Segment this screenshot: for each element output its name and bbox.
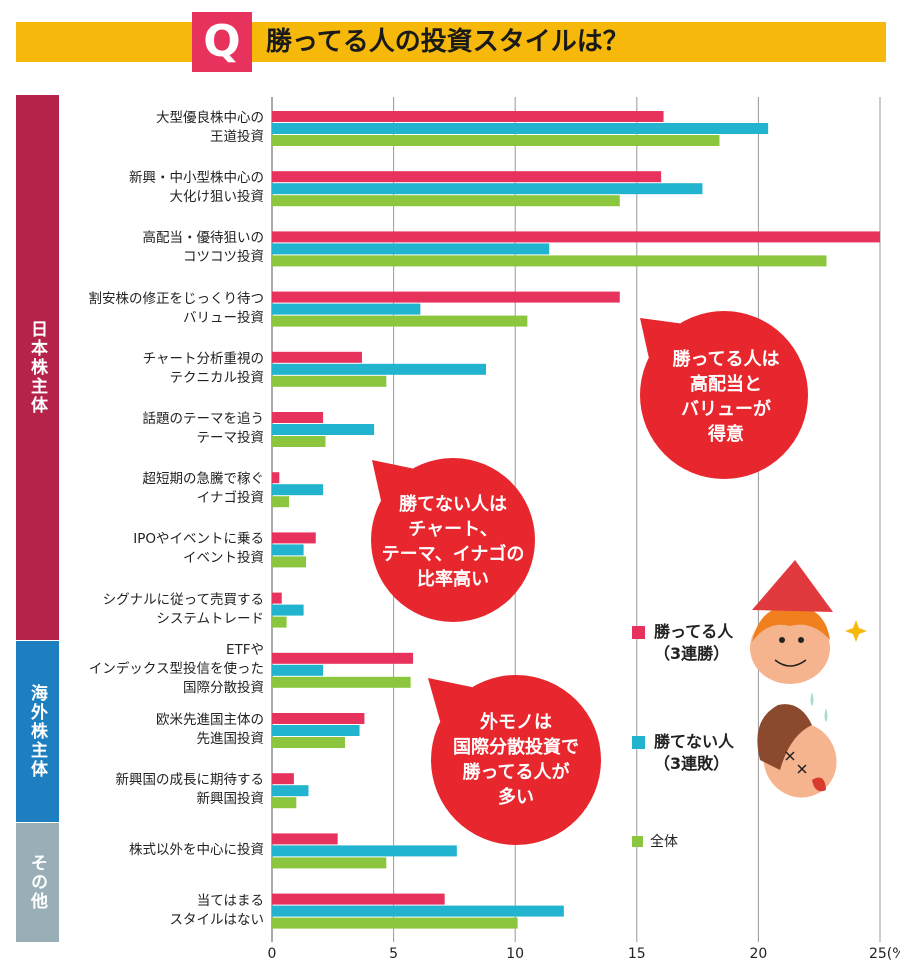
bar-losers (272, 484, 324, 496)
bubble-text-losers: 勝てない人は チャート、 テーマ、イナゴの 比率高い (381, 494, 525, 590)
speech-bubble-tail (372, 460, 413, 501)
bar-losers (272, 424, 375, 435)
bar-winners (272, 652, 414, 664)
x-tick-label: 5 (389, 946, 399, 962)
bar-losers (272, 845, 457, 857)
bar-overall (272, 917, 518, 929)
category-label: 超短期の急騰で稼ぐ イナゴ投資 (142, 471, 265, 507)
bar-overall (272, 315, 528, 327)
category-label: 株式以外を中心に投資 (129, 841, 264, 858)
speech-bubble-tail (428, 678, 473, 722)
page-title: 勝ってる人の投資スタイルは？ (266, 27, 629, 57)
x-tick-label: 10 (506, 946, 525, 962)
x-tick-label: 20 (749, 946, 768, 962)
bar-overall (272, 737, 345, 748)
bar-winners (272, 231, 880, 243)
header-bar (16, 22, 886, 62)
bar-overall (272, 496, 290, 508)
category-label: IPOやイベントに乗る イベント投資 (133, 531, 264, 567)
category-label: シグナルに従って売買する システムトレード (102, 591, 264, 627)
bar-losers (272, 123, 769, 134)
bar-overall (272, 857, 387, 869)
bar-winners (272, 893, 445, 905)
bubble-text-winners: 勝ってる人は 高配当と バリューが 得意 (672, 349, 780, 445)
bar-winners (272, 171, 662, 183)
category-label: 新興国の成長に期待する 新興国投資 (115, 772, 265, 808)
category-label: 新興・中小型株中心の 大化け狙い投資 (129, 170, 264, 206)
speech-bubble (371, 458, 535, 622)
bar-overall (272, 556, 307, 568)
bar-overall (272, 797, 297, 809)
bar-winners (272, 291, 620, 303)
q-badge: Q (192, 12, 252, 72)
bar-winners (272, 351, 362, 363)
bubble-text-foreign: 外モノは 国際分散投資で 勝ってる人が 多い (453, 712, 579, 808)
speech-bubble (640, 311, 808, 479)
bar-winners (272, 592, 282, 604)
category-label: チャート分析重視の テクニカル投資 (142, 350, 264, 386)
bar-losers (272, 544, 304, 556)
bar-losers (272, 905, 564, 917)
group-foreign: 海外株主体 (16, 641, 59, 822)
bar-losers (272, 363, 487, 375)
bar-losers (272, 303, 421, 315)
category-label: 話題のテーマを追う テーマ投資 (142, 411, 265, 446)
legend-swatch-overall (632, 836, 643, 847)
bar-losers (272, 785, 309, 797)
category-label: ETFや インデックス型投信を使った 国際分散投資 (88, 642, 264, 697)
bar-overall (272, 375, 387, 387)
speech-bubble-tail (640, 318, 681, 358)
x-tick-label: 15 (627, 946, 646, 962)
bar-overall (272, 616, 287, 628)
legend-swatch-losers (632, 736, 645, 749)
bar-losers (272, 183, 703, 195)
x-tick-label: 0 (267, 946, 277, 962)
legend-losers: 勝てない人 （3連敗） (654, 732, 735, 773)
bar-winners (272, 773, 294, 785)
bar-winners (272, 833, 338, 845)
category-label: 欧米先進国主体の 先進国投資 (156, 712, 264, 747)
bar-losers (272, 604, 304, 616)
legend-swatch-winners (632, 626, 645, 639)
bar-losers (272, 664, 324, 676)
speech-bubble (431, 675, 601, 845)
bar-winners (272, 472, 280, 484)
x-tick-label: 25(%) (868, 946, 900, 962)
group-japan: 日本株主体 (16, 95, 59, 640)
legend-winners: 勝ってる人 （3連勝） (654, 622, 734, 663)
bar-losers (272, 725, 360, 736)
bar-winners (272, 532, 316, 544)
bar-overall (272, 436, 326, 447)
bar-overall (272, 135, 720, 146)
bar-overall (272, 255, 827, 267)
category-label: 大型優良株中心の 王道投資 (156, 110, 264, 145)
legend-overall: 全体 (650, 834, 678, 850)
category-label: 当てはまる スタイルはない (169, 892, 265, 928)
bar-winners (272, 713, 365, 724)
bar-overall (272, 195, 620, 207)
bar-losers (272, 243, 550, 255)
group-other: その他 (16, 823, 59, 942)
category-label: 割安株の修正をじっくり待つ バリュー投資 (88, 290, 265, 326)
category-label: 高配当・優待狙いの コツコツ投資 (142, 230, 265, 266)
bar-winners (272, 111, 664, 122)
bar-winners (272, 412, 324, 423)
bar-overall (272, 676, 411, 688)
